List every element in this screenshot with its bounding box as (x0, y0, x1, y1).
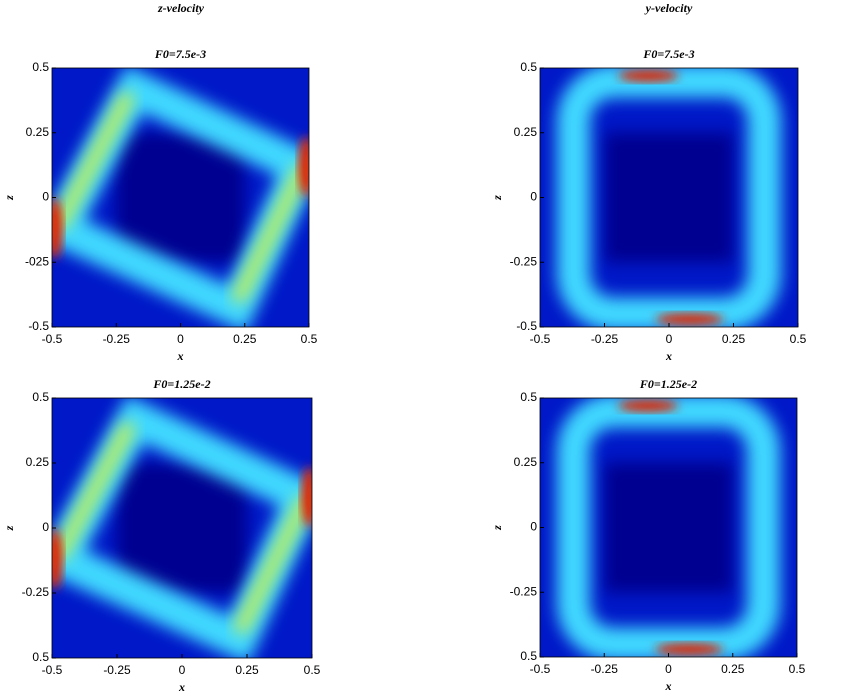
x-axis-label: x (665, 349, 672, 363)
y-tick-label: 0.25 (514, 455, 538, 469)
y-tick-label: -0.25 (510, 254, 538, 268)
y-tick-label: 0.25 (26, 125, 50, 139)
y-tick-label: -0.5 (28, 319, 49, 333)
column-title: z-velocity (157, 1, 205, 15)
y-tick-label: 0.5 (520, 60, 537, 74)
y-tick-label: -0.25 (22, 585, 50, 599)
column-title: y-velocity (644, 1, 693, 15)
y-tick-label: 0.5 (32, 650, 49, 664)
y-axis-label: z (2, 195, 16, 201)
x-tick-label: 0.5 (301, 332, 318, 346)
heatmap-band (556, 398, 781, 657)
y-axis-label: z (490, 195, 504, 201)
x-tick-label: -0.25 (103, 332, 131, 346)
y-tick-label: 0 (42, 520, 49, 534)
x-tick-label: 0 (666, 332, 673, 346)
y-tick-label: 0.5 (520, 649, 537, 663)
x-tick-label: 0.25 (233, 332, 257, 346)
x-tick-label: -0.5 (42, 663, 63, 677)
y-tick-label: 0.5 (520, 390, 537, 404)
panel-title: F0=1.25e-2 (639, 377, 697, 391)
x-tick-label: -0.25 (591, 332, 619, 346)
heatmap-band (232, 493, 312, 636)
y-tick-label: 0.5 (32, 390, 49, 404)
y-tick-label: 0 (530, 190, 537, 204)
heatmap-band (52, 90, 136, 232)
heatmap-band (230, 163, 309, 305)
heatmap (540, 398, 797, 657)
y-axis-label: z (490, 525, 504, 531)
y-tick-label: 0 (530, 520, 537, 534)
heatmap-hotspot (655, 313, 724, 326)
y-tick-label: 0.5 (32, 60, 49, 74)
heatmap (52, 68, 309, 327)
heatmap-hotspot (617, 399, 678, 412)
x-tick-label: 0 (177, 332, 184, 346)
x-tick-label: 0.5 (790, 332, 807, 346)
x-tick-label: 0.25 (722, 332, 746, 346)
x-tick-label: 0.25 (235, 663, 259, 677)
x-tick-label: 0.5 (789, 662, 806, 676)
heatmap-hotspot (655, 643, 724, 656)
x-tick-label: -0.25 (591, 662, 619, 676)
y-tick-label: -025 (25, 254, 49, 268)
x-axis-label: x (665, 679, 672, 693)
x-axis-label: x (177, 349, 184, 363)
y-tick-label: 0.25 (26, 455, 50, 469)
panel-title: F0=7.5e-3 (154, 47, 206, 61)
y-tick-label: -0.25 (510, 584, 538, 598)
y-tick-label: -0.5 (516, 319, 537, 333)
x-tick-label: 0.5 (304, 663, 321, 677)
heatmap (52, 398, 312, 658)
panel-title: F0=7.5e-3 (642, 47, 694, 61)
y-tick-label: 0.25 (514, 125, 538, 139)
x-tick-label: -0.5 (530, 332, 551, 346)
x-tick-label: 0 (665, 662, 672, 676)
x-tick-label: -0.5 (42, 332, 63, 346)
y-axis-label: z (2, 525, 16, 531)
heatmap-hotspot (301, 466, 312, 527)
panel-title: F0=1.25e-2 (152, 377, 210, 391)
x-tick-label: -0.25 (103, 663, 131, 677)
y-tick-label: 0 (42, 190, 49, 204)
x-tick-label: 0 (179, 663, 186, 677)
x-axis-label: x (178, 680, 185, 694)
heatmap-hotspot (298, 136, 309, 197)
heatmap-core (116, 132, 245, 263)
heatmap-hotspot (52, 529, 63, 590)
heatmap-core (604, 132, 734, 263)
x-tick-label: -0.5 (530, 662, 551, 676)
heatmap (540, 68, 798, 327)
heatmap-hotspot (52, 198, 63, 259)
heatmap-core (117, 463, 247, 593)
x-tick-label: 0.25 (721, 662, 745, 676)
heatmap-band (556, 68, 782, 327)
heatmap-core (604, 462, 733, 593)
heatmap-hotspot (618, 69, 679, 82)
heatmap-band (52, 420, 137, 563)
